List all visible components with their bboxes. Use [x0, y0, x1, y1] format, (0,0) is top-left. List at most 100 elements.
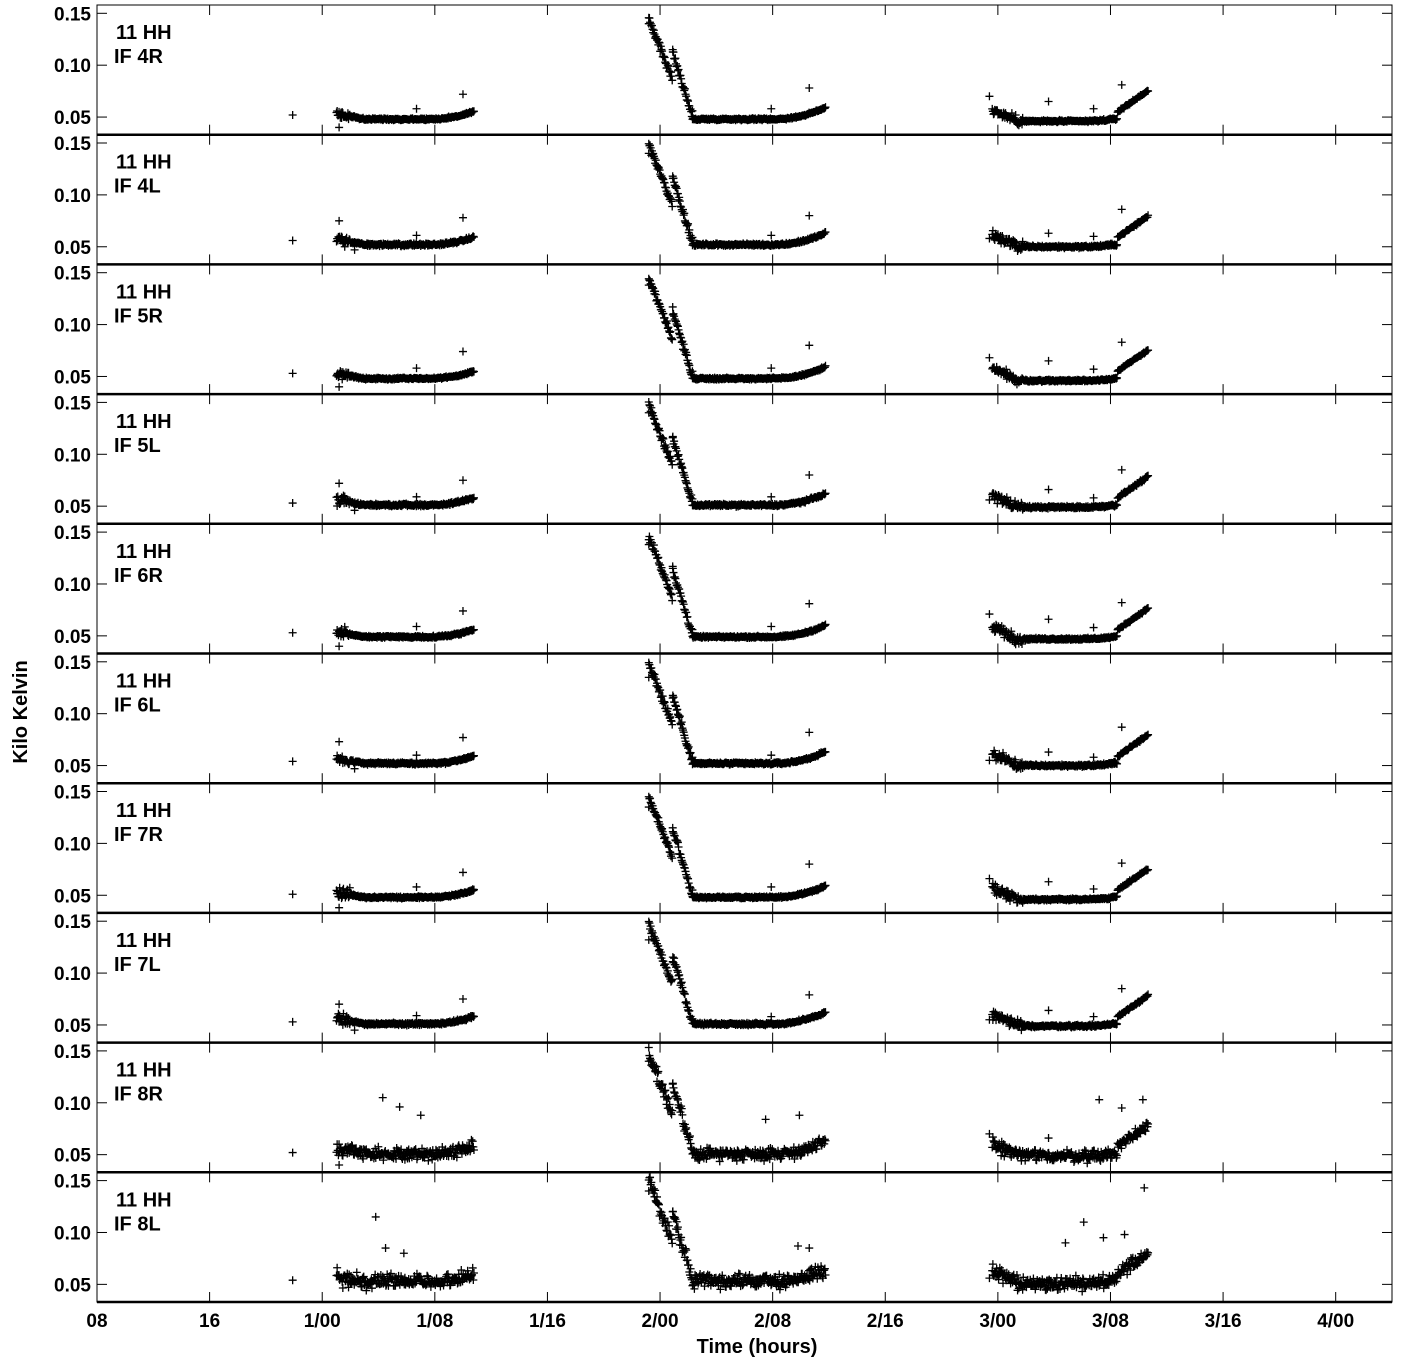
data-point [805, 599, 814, 608]
panel-label-if: IF 7R [114, 824, 163, 846]
data-point [805, 471, 814, 480]
data-point [767, 492, 776, 501]
panel-frame [96, 263, 1393, 395]
data-point [335, 123, 344, 132]
data-point [668, 433, 677, 442]
y-tick-label: 0.15 [54, 653, 91, 674]
data-point [688, 106, 697, 115]
panel-label-source: 11 HH [116, 541, 172, 563]
data-point [805, 341, 814, 350]
data-point [985, 353, 994, 362]
data-point [350, 764, 359, 773]
y-tick-label: 0.15 [54, 4, 91, 25]
data-point [412, 104, 421, 113]
data-point [821, 103, 830, 112]
data-points [288, 658, 1153, 773]
data-point [668, 202, 677, 211]
y-tick-label: 0.05 [54, 886, 91, 907]
data-point [1117, 598, 1126, 607]
panel-label-if: IF 5L [114, 435, 161, 457]
y-tick-label: 0.05 [54, 238, 91, 259]
data-point [1044, 485, 1053, 494]
data-point [805, 728, 814, 737]
data-point [335, 216, 344, 225]
y-tick-label: 0.10 [54, 56, 91, 77]
data-point [335, 382, 344, 391]
panel-label-source: 11 HH [116, 411, 172, 433]
y-tick-label: 0.05 [54, 497, 91, 518]
data-point [1117, 465, 1126, 474]
data-point [458, 347, 467, 356]
data-point [458, 733, 467, 742]
data-point [412, 492, 421, 501]
data-point [288, 757, 297, 766]
y-tick-label: 0.15 [54, 523, 91, 544]
data-point [668, 562, 677, 571]
panel-label-source: 11 HH [116, 22, 172, 44]
data-point [288, 628, 297, 637]
data-point [1089, 623, 1098, 632]
data-point [1044, 97, 1053, 106]
data-point [668, 76, 677, 85]
data-point [655, 38, 664, 47]
data-point [767, 104, 776, 113]
data-point [412, 622, 421, 631]
data-point [1044, 748, 1053, 757]
panel-label-if: IF 4L [114, 176, 161, 198]
data-point [985, 610, 994, 619]
data-point [1044, 229, 1053, 238]
data-point [1117, 338, 1126, 347]
panel-label-source: 11 HH [116, 800, 172, 822]
data-point [1089, 493, 1098, 502]
panel-label-if: IF 4R [114, 46, 163, 68]
y-tick-label: 0.05 [54, 108, 91, 129]
data-points [288, 792, 1153, 912]
y-tick-label: 0.10 [54, 445, 91, 466]
data-point [644, 19, 653, 28]
data-point [288, 369, 297, 378]
data-point [335, 479, 344, 488]
y-tick-label: 0.15 [54, 134, 91, 155]
y-tick-label: 0.10 [54, 186, 91, 207]
data-point [412, 751, 421, 760]
data-point [1117, 723, 1126, 732]
data-point [458, 476, 467, 485]
data-point [668, 45, 677, 54]
data-point [458, 606, 467, 615]
data-point [985, 92, 994, 101]
data-point [1089, 753, 1098, 762]
y-tick-label: 0.10 [54, 316, 91, 337]
data-point [469, 107, 478, 116]
data-points [288, 139, 1153, 256]
data-point [288, 236, 297, 245]
data-point [805, 84, 814, 93]
data-point [412, 231, 421, 240]
data-point [668, 596, 677, 605]
panel-label-source: 11 HH [116, 281, 172, 303]
data-points [288, 13, 1153, 132]
y-tick-label: 0.05 [54, 367, 91, 388]
y-tick-label: 0.15 [54, 783, 91, 804]
data-point [1044, 615, 1053, 624]
data-point [412, 364, 421, 373]
y-tick-label: 0.05 [54, 757, 91, 778]
data-point [1089, 232, 1098, 241]
panel-label-source: 11 HH [116, 152, 172, 174]
data-point [1117, 80, 1126, 89]
panel-label-if: IF 6L [114, 695, 161, 717]
y-tick-label: 0.10 [54, 834, 91, 855]
data-point [767, 751, 776, 760]
panel-label-if: IF 5R [114, 305, 163, 327]
data-point [458, 90, 467, 99]
data-point [458, 213, 467, 222]
data-points [288, 532, 1153, 651]
y-tick-label: 0.15 [54, 393, 91, 414]
data-point [1117, 205, 1126, 214]
